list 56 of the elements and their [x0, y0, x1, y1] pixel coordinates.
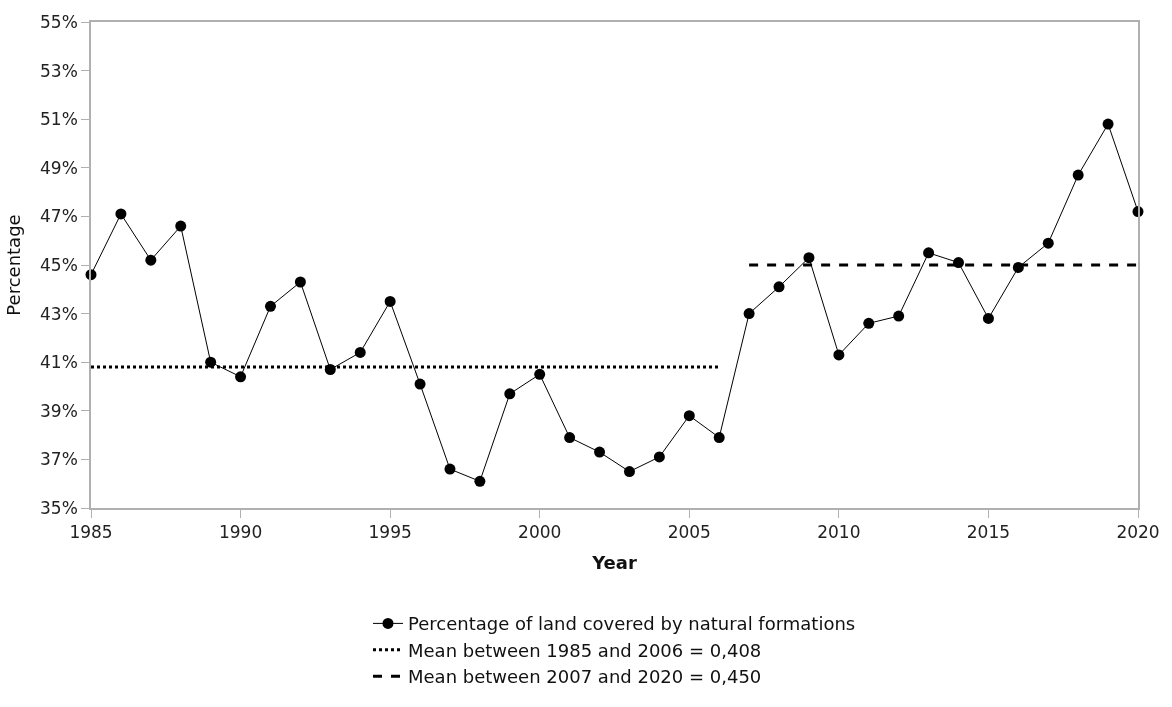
y-tick-label: 53%	[40, 60, 78, 81]
legend-label: Mean between 1985 and 2006 = 0,408	[408, 639, 762, 661]
x-axis-title: Year	[591, 551, 637, 573]
y-tick-label: 49%	[40, 157, 78, 178]
x-tick-label: 2015	[966, 522, 1011, 543]
x-tick-label: 2020	[1116, 522, 1160, 543]
y-tick-label: 45%	[40, 254, 78, 275]
y-tick-label: 35%	[40, 497, 78, 518]
point	[773, 281, 785, 293]
point	[923, 247, 935, 259]
point	[145, 254, 157, 266]
point	[713, 432, 725, 444]
point	[982, 312, 994, 324]
legend-label: Mean between 2007 and 2020 = 0,450	[408, 666, 762, 688]
point	[893, 310, 905, 322]
x-tick-label: 1995	[368, 522, 412, 543]
point	[653, 451, 665, 463]
point	[743, 308, 755, 320]
x-tick-label: 2010	[817, 522, 861, 543]
point	[384, 295, 396, 307]
x-tick-label: 1990	[218, 522, 263, 543]
point	[175, 220, 187, 232]
y-tick-label: 39%	[40, 400, 78, 421]
point	[354, 346, 366, 358]
point	[594, 446, 606, 458]
y-axis-title: Percentage	[2, 214, 24, 316]
point	[1102, 118, 1114, 130]
y-tick-label: 43%	[40, 303, 78, 324]
point	[683, 410, 695, 422]
point	[294, 276, 306, 288]
y-tick-label: 47%	[40, 206, 78, 227]
legend-label: Percentage of land covered by natural formations	[408, 613, 856, 635]
point	[1042, 237, 1054, 249]
point	[205, 356, 217, 368]
point	[564, 432, 576, 444]
x-tick-label: 1985	[69, 522, 113, 543]
point	[534, 368, 546, 380]
point	[863, 317, 875, 329]
point	[414, 378, 426, 390]
point	[803, 252, 815, 264]
y-tick-label: 41%	[40, 352, 78, 373]
y-tick-label: 55%	[40, 11, 78, 32]
point	[115, 208, 127, 220]
point	[444, 463, 456, 475]
x-tick-label: 2005	[667, 522, 711, 543]
point	[1072, 169, 1084, 181]
point	[235, 371, 247, 383]
x-tick-label: 2000	[518, 522, 562, 543]
point	[623, 466, 635, 478]
point	[833, 349, 845, 361]
point	[474, 475, 486, 487]
point	[953, 257, 965, 269]
point	[504, 388, 516, 400]
point	[264, 300, 276, 312]
y-tick-label: 51%	[40, 109, 78, 130]
y-tick-label: 37%	[40, 449, 78, 470]
